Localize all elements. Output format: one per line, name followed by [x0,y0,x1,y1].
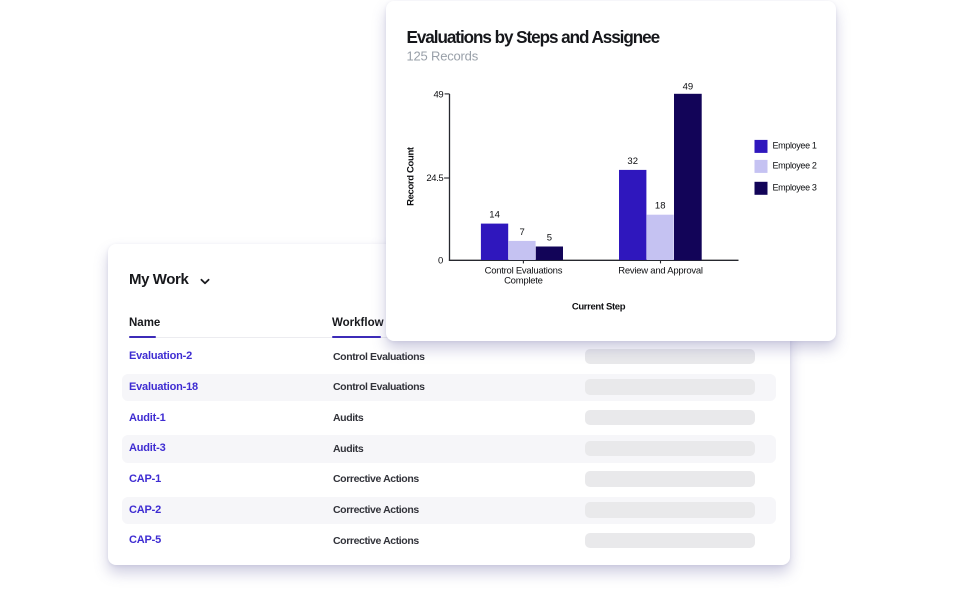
svg-text:18: 18 [655,201,666,212]
svg-text:Evaluations by Steps and Assig: Evaluations by Steps and Assignee [407,28,660,47]
svg-text:14: 14 [489,210,500,221]
svg-text:Current Step: Current Step [572,302,626,313]
svg-text:49: 49 [683,82,694,93]
svg-text:Review and Approval: Review and Approval [618,265,703,276]
svg-text:Control Evaluations: Control Evaluations [485,265,563,276]
svg-text:Record Count: Record Count [406,146,417,206]
svg-text:32: 32 [627,156,638,167]
svg-text:Employee 3: Employee 3 [773,182,817,192]
svg-text:24.5: 24.5 [426,173,443,184]
svg-text:Complete: Complete [504,276,543,287]
svg-text:7: 7 [519,227,524,238]
svg-text:125 Records: 125 Records [407,48,479,63]
svg-text:Employee 2: Employee 2 [773,160,817,170]
svg-text:49: 49 [434,89,444,100]
svg-text:5: 5 [547,233,552,244]
svg-text:0: 0 [438,256,443,267]
svg-text:Employee 1: Employee 1 [773,140,817,150]
